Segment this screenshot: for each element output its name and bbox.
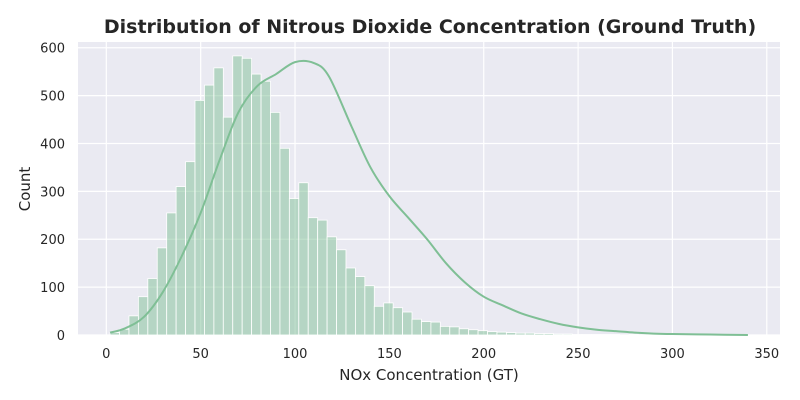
- histogram-bar: [505, 332, 517, 336]
- x-tick-label: 200: [471, 347, 496, 362]
- y-tick-label: 100: [40, 281, 65, 296]
- histogram-bar: [260, 80, 271, 336]
- histogram-bar: [477, 330, 488, 336]
- histogram-bar: [487, 331, 498, 336]
- x-tick-label: 50: [192, 347, 209, 362]
- y-tick-label: 200: [40, 233, 65, 248]
- histogram-bar: [421, 321, 432, 336]
- x-tick-label: 300: [660, 347, 685, 362]
- y-tick-label: 500: [40, 90, 65, 105]
- histogram-bar: [392, 307, 403, 336]
- histogram-bar: [213, 67, 224, 336]
- histogram-bars: [109, 55, 658, 336]
- histogram-bar: [298, 182, 309, 336]
- y-tick-label: 300: [40, 185, 65, 200]
- histogram-bar: [232, 55, 243, 336]
- histogram-bar: [364, 285, 375, 336]
- histogram-bar: [166, 212, 177, 336]
- x-tick-label: 350: [754, 347, 779, 362]
- histogram-bar: [373, 305, 385, 336]
- histogram-bar: [562, 333, 573, 336]
- histogram-bar: [543, 333, 554, 336]
- y-tick-label: 400: [40, 137, 65, 152]
- histogram-bar: [204, 84, 215, 336]
- y-axis-ticks: 0 100 200 300 400 500 600: [40, 42, 65, 344]
- histogram-bar: [515, 332, 526, 336]
- x-tick-label: 250: [566, 347, 591, 362]
- histogram-bar: [449, 326, 460, 336]
- histogram-bar: [336, 249, 347, 336]
- histogram-bar: [411, 318, 422, 336]
- histogram-bar: [345, 267, 356, 336]
- histogram-bar: [402, 311, 413, 336]
- histogram-bar: [439, 325, 451, 336]
- y-axis-label: Count: [16, 167, 34, 212]
- histogram-bar: [383, 302, 394, 336]
- histogram-bar: [468, 329, 479, 336]
- histogram-bar: [553, 333, 564, 336]
- histogram-bar: [524, 332, 536, 336]
- histogram-bar: [355, 276, 366, 336]
- x-tick-label: 0: [102, 347, 110, 362]
- x-axis-label: NOx Concentration (GT): [339, 366, 519, 384]
- x-tick-label: 100: [283, 347, 308, 362]
- histogram-bar: [156, 247, 168, 336]
- histogram-bar: [175, 186, 186, 336]
- histogram-bar: [185, 161, 196, 336]
- histogram-bar: [326, 236, 337, 336]
- histogram-bar: [307, 217, 319, 336]
- histogram-bar: [222, 116, 234, 336]
- x-axis-ticks: 0 50 100 150 200 250 300 350: [102, 347, 779, 362]
- kde-curve: [109, 59, 748, 336]
- histogram-bar: [496, 331, 507, 336]
- histogram-bar: [279, 147, 290, 336]
- y-tick-label: 600: [40, 42, 65, 57]
- chart-title: Distribution of Nitrous Dioxide Concentr…: [104, 16, 756, 38]
- x-tick-label: 150: [377, 347, 402, 362]
- y-tick-label: 0: [57, 329, 65, 344]
- histogram-bar: [458, 328, 470, 336]
- histogram-bar: [534, 333, 545, 336]
- histogram-bar: [251, 73, 262, 336]
- histogram-bar: [430, 321, 441, 336]
- histogram-bar: [288, 198, 300, 336]
- histogram-bar: [317, 219, 328, 336]
- histogram-bar: [270, 111, 281, 336]
